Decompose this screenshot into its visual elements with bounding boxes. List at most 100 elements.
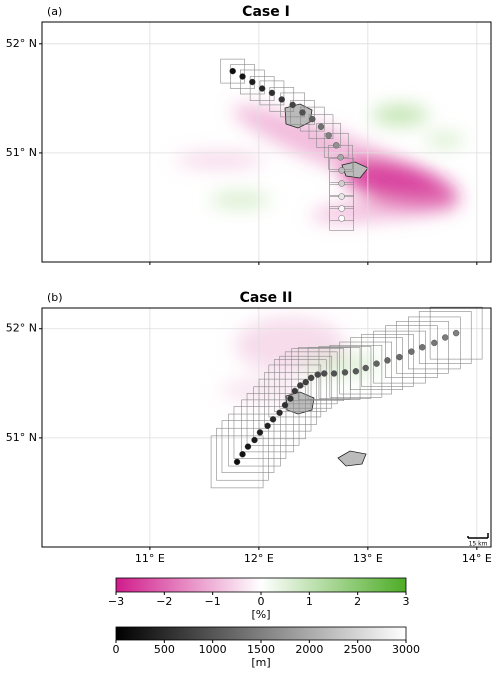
y-tick-label: 52° N bbox=[6, 322, 37, 335]
axes-b bbox=[41, 307, 492, 548]
track-point bbox=[233, 458, 241, 466]
sample-box bbox=[269, 87, 295, 112]
colorbar-tick-label: 1 bbox=[306, 595, 313, 608]
colorbar-tick-label: 2000 bbox=[295, 643, 323, 656]
colorbar-label: [%] bbox=[251, 608, 270, 621]
track-point bbox=[307, 374, 315, 382]
track-point bbox=[314, 371, 321, 378]
track-point bbox=[338, 180, 345, 187]
x-tick-label: 11° E bbox=[135, 552, 165, 565]
track-point bbox=[338, 167, 345, 174]
sample-box bbox=[221, 420, 275, 473]
sample-box bbox=[408, 316, 461, 370]
track-point bbox=[256, 429, 264, 436]
y-tick-label: 51° N bbox=[6, 146, 37, 159]
axes-a bbox=[41, 21, 492, 263]
sample-box bbox=[279, 355, 333, 409]
track-point bbox=[419, 344, 426, 351]
panel-label: (b) bbox=[47, 291, 63, 304]
sample-box bbox=[228, 413, 281, 467]
sample-box bbox=[429, 306, 483, 360]
colorbar-label: [m] bbox=[251, 656, 270, 669]
colorbar-tick-label: 0 bbox=[113, 643, 120, 656]
sample-box bbox=[240, 69, 265, 95]
track-point bbox=[408, 348, 415, 355]
sample-box bbox=[339, 341, 392, 395]
track-point bbox=[338, 205, 345, 212]
track-point bbox=[431, 339, 438, 347]
colorbar-tick-label: −1 bbox=[205, 595, 221, 608]
track-point bbox=[276, 409, 283, 416]
track-point bbox=[384, 357, 391, 364]
track-point bbox=[333, 142, 340, 149]
track-point bbox=[362, 364, 369, 372]
colorbar-tick-label: 2500 bbox=[344, 643, 372, 656]
track-point bbox=[321, 370, 328, 377]
track-point bbox=[337, 154, 344, 161]
sample-box bbox=[373, 330, 426, 384]
colorbar bbox=[115, 577, 407, 593]
track-point bbox=[309, 115, 316, 123]
x-tick-label: 14° E bbox=[462, 552, 492, 565]
track-point bbox=[239, 451, 246, 458]
sample-box bbox=[329, 344, 383, 398]
track-point bbox=[297, 382, 304, 389]
track-point bbox=[239, 73, 246, 80]
track-point bbox=[442, 334, 449, 341]
track-point bbox=[251, 436, 258, 444]
track-point bbox=[269, 416, 277, 423]
x-tick-label: 12° E bbox=[244, 552, 274, 565]
sample-box bbox=[264, 372, 317, 425]
track-point bbox=[299, 109, 306, 116]
track-point bbox=[338, 215, 345, 222]
track-point bbox=[373, 360, 380, 367]
colorbar bbox=[115, 626, 407, 641]
track-point bbox=[330, 370, 338, 377]
track-point bbox=[249, 78, 256, 86]
sample-box bbox=[246, 393, 300, 446]
sample-box bbox=[210, 435, 264, 489]
track-point bbox=[325, 132, 332, 139]
track-point bbox=[264, 422, 271, 430]
sample-box bbox=[233, 406, 287, 459]
colorbar-tick-label: −2 bbox=[156, 595, 172, 608]
sample-box bbox=[307, 347, 361, 400]
scale-bar: 15 km bbox=[467, 533, 489, 548]
track-point bbox=[258, 85, 266, 92]
sample-box bbox=[361, 334, 414, 387]
sample-box bbox=[290, 100, 315, 125]
colorbar-tick-label: 1000 bbox=[199, 643, 227, 656]
colorbar-tick-label: 3000 bbox=[392, 643, 420, 656]
track-point bbox=[229, 67, 236, 75]
panel-title: Case I bbox=[242, 4, 290, 20]
scale-bar-label: 15 km bbox=[469, 541, 488, 548]
sample-box bbox=[284, 351, 338, 405]
sample-box bbox=[241, 399, 294, 453]
track-point bbox=[268, 89, 276, 97]
sample-box bbox=[385, 325, 438, 378]
track-point bbox=[291, 387, 299, 395]
track-point bbox=[278, 96, 285, 103]
sample-box bbox=[299, 106, 325, 132]
colorbar-tick-label: 500 bbox=[154, 643, 175, 656]
colorbar-tick-label: 0 bbox=[258, 595, 265, 608]
panel-label: (a) bbox=[47, 5, 62, 18]
track-point bbox=[341, 369, 349, 376]
sample-box bbox=[396, 320, 449, 374]
sample-box bbox=[249, 76, 275, 101]
track-point bbox=[244, 443, 252, 450]
panel-title: Case II bbox=[240, 290, 293, 306]
field-a bbox=[175, 105, 465, 222]
y-tick-label: 51° N bbox=[6, 431, 37, 444]
grids bbox=[39, 22, 491, 550]
sample-box bbox=[350, 337, 403, 390]
track-point bbox=[352, 368, 360, 375]
track-point bbox=[302, 379, 309, 386]
colorbar-tick-label: 3 bbox=[403, 595, 410, 608]
sample-box bbox=[280, 92, 305, 118]
track-point bbox=[287, 395, 294, 402]
x-tick-label: 13° E bbox=[353, 552, 383, 565]
track-point bbox=[338, 193, 345, 200]
tracks bbox=[210, 58, 483, 489]
